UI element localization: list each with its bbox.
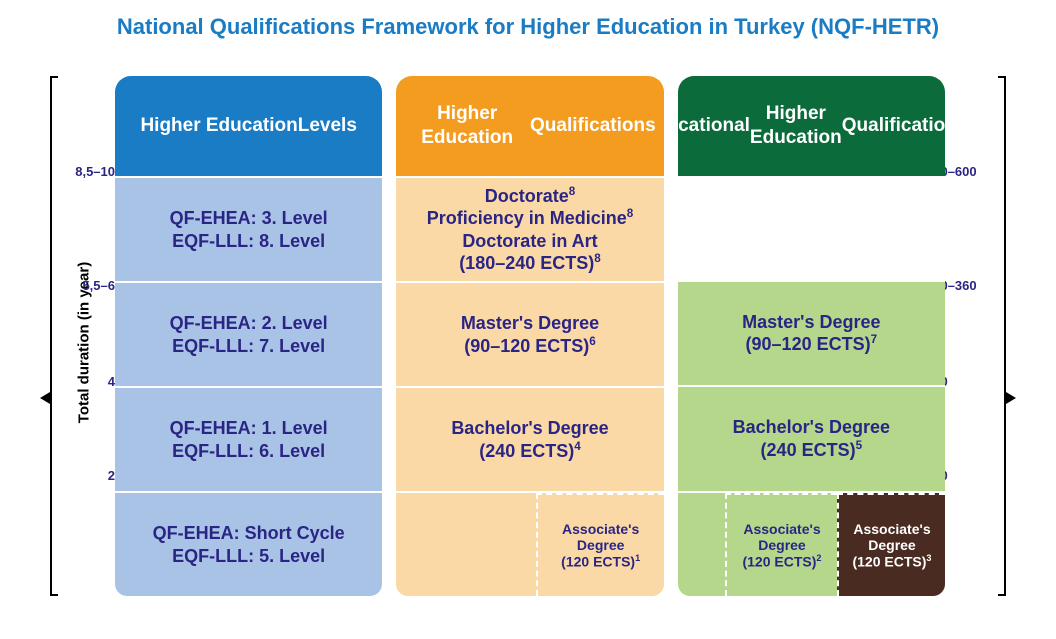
bracket-left xyxy=(50,76,58,596)
col-vocational-body: Master's Degree(90–120 ECTS)7Bachelor's … xyxy=(678,176,945,596)
cell: Associate'sDegree(120 ECTS)2Associate'sD… xyxy=(678,491,945,597)
cell: Master's Degree(90–120 ECTS)7 xyxy=(678,280,945,386)
col-levels-body: QF-EHEA: 3. LevelEQF-LLL: 8. LevelQF-EHE… xyxy=(115,176,382,596)
columns-container: Higher EducationLevels QF-EHEA: 3. Level… xyxy=(115,76,945,596)
tick-left: 4 xyxy=(60,374,115,389)
tick-left: 8,5–10 xyxy=(60,164,115,179)
cell: QF-EHEA: Short CycleEQF-LLL: 5. Level xyxy=(115,491,382,596)
cell: Associate'sDegree(120 ECTS)1 xyxy=(396,491,663,596)
arrow-left-icon xyxy=(40,392,50,404)
associate-degree-box: Associate'sDegree(120 ECTS)3 xyxy=(837,493,945,597)
associate-degree-box: Associate'sDegree(120 ECTS)1 xyxy=(536,493,664,596)
cell: QF-EHEA: 1. LevelEQF-LLL: 6. Level xyxy=(115,386,382,491)
tick-left: 2 xyxy=(60,468,115,483)
cell: Bachelor's Degree(240 ECTS)5 xyxy=(678,385,945,491)
cell: QF-EHEA: 2. LevelEQF-LLL: 7. Level xyxy=(115,281,382,386)
tick-left: 5,5–6 xyxy=(60,278,115,293)
col-higher: Higher EducationQualifications Doctorate… xyxy=(396,76,663,596)
cell xyxy=(678,176,945,280)
bracket-right xyxy=(998,76,1006,596)
page-title: National Qualifications Framework for Hi… xyxy=(0,14,1056,40)
cell: Master's Degree(90–120 ECTS)6 xyxy=(396,281,663,386)
col-vocational-header: VocationalHigher EducationQualifications xyxy=(678,76,945,176)
cell: Doctorate8Proficiency in Medicine8Doctor… xyxy=(396,176,663,281)
col-higher-header: Higher EducationQualifications xyxy=(396,76,663,176)
col-higher-body: Doctorate8Proficiency in Medicine8Doctor… xyxy=(396,176,663,596)
cell: QF-EHEA: 3. LevelEQF-LLL: 8. Level xyxy=(115,176,382,281)
col-levels-header: Higher EducationLevels xyxy=(115,76,382,176)
col-levels: Higher EducationLevels QF-EHEA: 3. Level… xyxy=(115,76,382,596)
col-vocational: VocationalHigher EducationQualifications… xyxy=(678,76,945,596)
associate-degree-box: Associate'sDegree(120 ECTS)2 xyxy=(725,493,837,597)
cell: Bachelor's Degree(240 ECTS)4 xyxy=(396,386,663,491)
arrow-right-icon xyxy=(1006,392,1016,404)
